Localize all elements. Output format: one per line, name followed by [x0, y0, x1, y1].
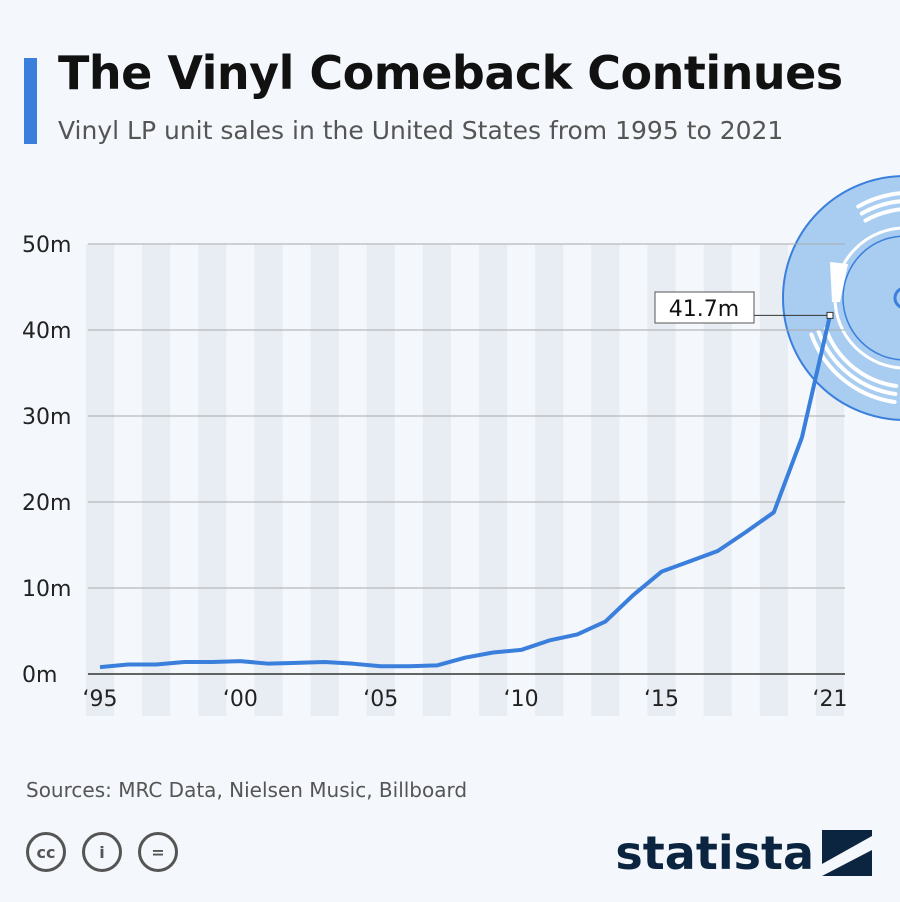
annotation-label: 41.7m: [669, 297, 739, 322]
y-tick-label: 20m: [22, 491, 71, 516]
x-tick-label: ‘05: [363, 687, 398, 712]
x-tick-label: ‘10: [504, 687, 539, 712]
x-tick-label: ‘15: [644, 687, 679, 712]
disc-groove: [859, 199, 900, 216]
x-tick-label: ‘21: [813, 687, 848, 712]
statista-logo: statista: [615, 826, 872, 880]
disc-label-ring: [842, 235, 900, 361]
attribution-icon: i: [82, 832, 122, 872]
year-stripe: [85, 244, 115, 716]
brand-text: statista: [615, 826, 814, 880]
y-tick-label: 10m: [22, 577, 71, 602]
year-stripe: [254, 244, 283, 716]
annotation-marker: [826, 311, 834, 319]
year-stripe: [591, 244, 620, 716]
annotation-box: [654, 291, 755, 324]
year-stripe: [310, 244, 339, 716]
year-stripe: [759, 244, 788, 716]
year-stripe: [142, 244, 171, 716]
disc-highlight: [830, 262, 848, 302]
year-stripe: [366, 244, 395, 716]
disc-hole: [893, 287, 900, 309]
disc-groove: [823, 326, 899, 388]
statista-logo-icon: [822, 830, 872, 876]
disc-groove: [863, 207, 900, 223]
vinyl-disc-icon: [782, 175, 900, 421]
y-tick-label: 50m: [22, 233, 71, 258]
no-derivatives-icon: =: [138, 832, 178, 872]
disc-groove: [809, 332, 897, 404]
year-stripe: [198, 244, 227, 716]
year-stripe: [422, 244, 451, 716]
y-tick-label: 40m: [22, 319, 71, 344]
y-tick-label: 0m: [22, 663, 57, 688]
x-tick-label: ‘95: [83, 687, 118, 712]
title-accent-bar: [24, 58, 37, 144]
chart-subtitle: Vinyl LP unit sales in the United States…: [58, 116, 784, 145]
source-text: Sources: MRC Data, Nielsen Music, Billbo…: [26, 778, 468, 802]
y-tick-label: 30m: [22, 405, 71, 430]
chart-title: The Vinyl Comeback Continues: [58, 46, 843, 100]
x-tick-label: ‘00: [223, 687, 258, 712]
year-stripe: [479, 244, 508, 716]
disc-groove: [856, 191, 900, 209]
cc-icon: cc: [26, 832, 66, 872]
